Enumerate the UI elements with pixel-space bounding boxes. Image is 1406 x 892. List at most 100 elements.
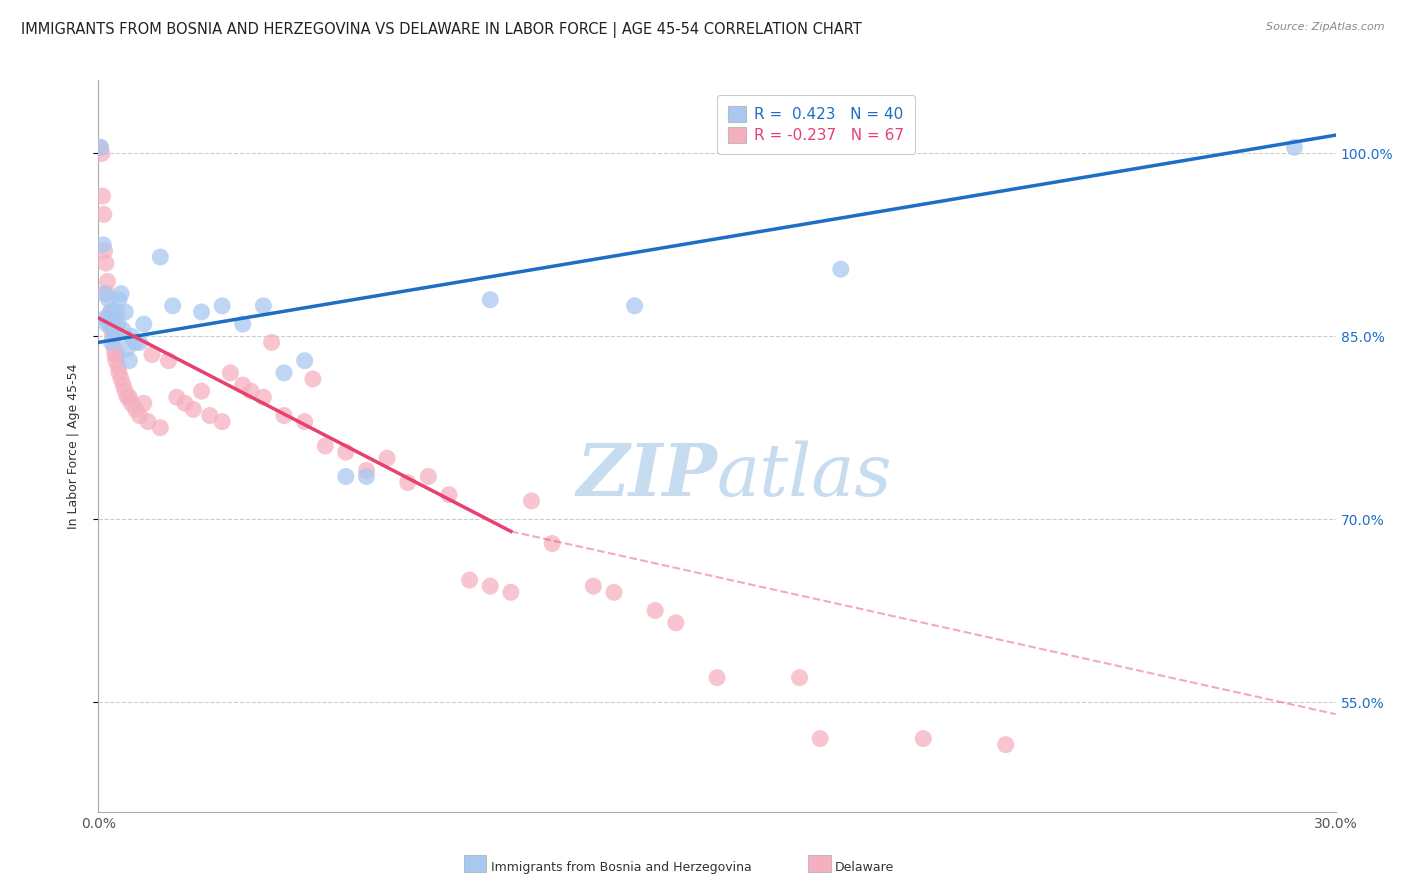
Point — [107, 359, 129, 374]
Point — [100, 335, 122, 350]
Point — [112, 378, 135, 392]
Point — [294, 415, 316, 429]
Point — [98, 317, 121, 331]
Point — [98, 317, 121, 331]
Point — [302, 372, 325, 386]
Point — [789, 671, 811, 685]
Point — [96, 275, 118, 289]
Point — [97, 293, 120, 307]
Point — [114, 384, 136, 399]
Point — [252, 299, 274, 313]
Point — [181, 402, 204, 417]
Point — [162, 299, 184, 313]
Point — [132, 317, 155, 331]
Point — [107, 317, 129, 331]
Point — [830, 262, 852, 277]
Point — [108, 366, 131, 380]
Point — [437, 488, 460, 502]
Point — [356, 463, 378, 477]
Point — [104, 348, 127, 362]
Text: Immigrants from Bosnia and Herzegovina: Immigrants from Bosnia and Herzegovina — [491, 862, 751, 874]
Point — [149, 421, 172, 435]
Text: atlas: atlas — [717, 440, 893, 510]
Point — [912, 731, 935, 746]
Legend: R =  0.423   N = 40, R = -0.237   N = 67: R = 0.423 N = 40, R = -0.237 N = 67 — [717, 95, 915, 154]
Point — [335, 445, 357, 459]
Point — [89, 140, 111, 154]
Point — [94, 311, 117, 326]
Point — [174, 396, 197, 410]
Point — [141, 348, 163, 362]
Point — [105, 305, 128, 319]
Point — [582, 579, 605, 593]
Point — [1284, 140, 1306, 154]
Point — [211, 415, 233, 429]
Point — [103, 342, 125, 356]
Point — [124, 402, 146, 417]
Point — [356, 469, 378, 483]
Point — [623, 299, 645, 313]
Point — [90, 146, 112, 161]
Point — [603, 585, 626, 599]
Point — [91, 189, 114, 203]
Point — [644, 603, 666, 617]
Point — [124, 335, 146, 350]
Point — [706, 671, 728, 685]
Point — [97, 311, 120, 326]
Point — [120, 329, 142, 343]
Point — [479, 579, 502, 593]
Point — [211, 299, 233, 313]
Point — [118, 390, 141, 404]
Point — [110, 286, 132, 301]
Point — [252, 390, 274, 404]
Point — [520, 494, 543, 508]
Point — [104, 329, 127, 343]
Point — [396, 475, 419, 490]
Point — [994, 738, 1017, 752]
Point — [93, 244, 115, 258]
Text: Source: ZipAtlas.com: Source: ZipAtlas.com — [1267, 22, 1385, 32]
Point — [240, 384, 263, 399]
Point — [149, 250, 172, 264]
Point — [120, 396, 142, 410]
Y-axis label: In Labor Force | Age 45-54: In Labor Force | Age 45-54 — [67, 363, 80, 529]
Point — [190, 305, 212, 319]
Point — [128, 335, 150, 350]
Point — [499, 585, 522, 599]
Point — [93, 207, 115, 221]
Point — [94, 256, 117, 270]
Point — [100, 305, 122, 319]
Point — [93, 286, 115, 301]
Point — [808, 731, 831, 746]
Point — [273, 409, 295, 423]
Point — [190, 384, 212, 399]
Point — [96, 286, 118, 301]
Point — [132, 396, 155, 410]
Point — [101, 317, 124, 331]
Point — [101, 329, 124, 343]
Point — [103, 323, 125, 337]
Point — [108, 293, 131, 307]
Point — [273, 366, 295, 380]
Point — [89, 140, 111, 154]
Point — [314, 439, 336, 453]
Point — [128, 409, 150, 423]
Point — [232, 378, 254, 392]
Point — [96, 311, 118, 326]
Point — [335, 469, 357, 483]
Point — [117, 390, 139, 404]
Point — [118, 353, 141, 368]
Point — [418, 469, 440, 483]
Point — [375, 451, 398, 466]
Point — [104, 353, 127, 368]
Point — [104, 311, 127, 326]
Point — [112, 323, 135, 337]
Point — [219, 366, 242, 380]
Point — [198, 409, 221, 423]
Point — [100, 305, 122, 319]
Point — [136, 415, 159, 429]
Point — [458, 573, 481, 587]
Point — [166, 390, 188, 404]
Text: Delaware: Delaware — [835, 862, 894, 874]
Point — [157, 353, 180, 368]
